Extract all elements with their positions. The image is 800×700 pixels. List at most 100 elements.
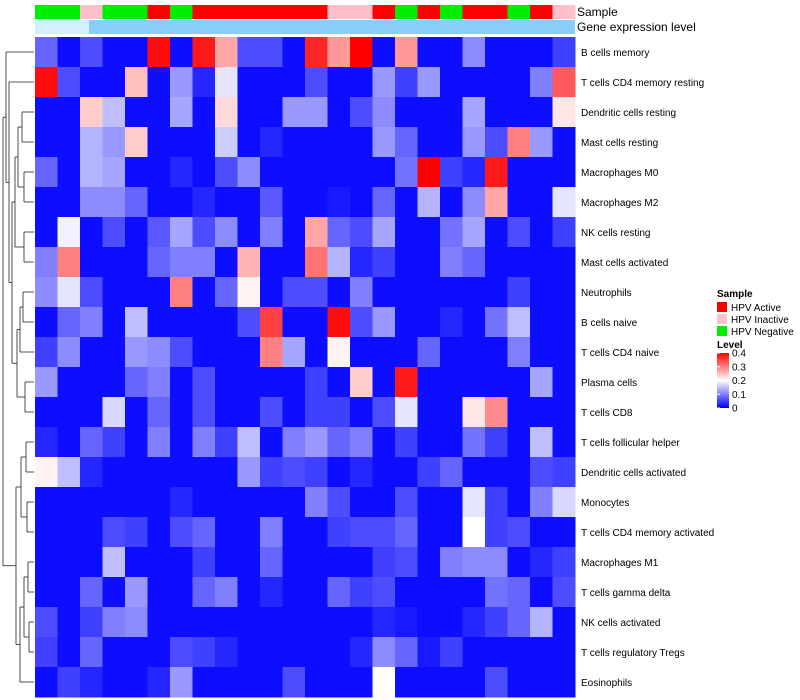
row-label-4: Mast cells resting bbox=[581, 138, 658, 149]
cell-r9-c11 bbox=[260, 277, 283, 308]
cell-r10-c7 bbox=[170, 307, 193, 338]
cell-r14-c18 bbox=[417, 427, 441, 458]
cell-r6-c11 bbox=[260, 187, 283, 218]
cell-r11-c10 bbox=[237, 337, 261, 368]
cell-r11-c15 bbox=[350, 337, 373, 368]
cell-r16-c24 bbox=[552, 487, 576, 518]
annotation-cell-14 bbox=[327, 5, 351, 19]
cell-r1-c19 bbox=[440, 37, 463, 68]
cell-r4-c5 bbox=[125, 127, 148, 158]
cell-r16-c16 bbox=[372, 487, 396, 518]
cell-r1-c18 bbox=[417, 37, 441, 68]
cell-r5-c21 bbox=[485, 157, 508, 188]
cell-r3-c4 bbox=[102, 97, 126, 128]
cell-r1-c24 bbox=[552, 37, 576, 68]
cell-r13-c9 bbox=[215, 397, 238, 428]
cell-r21-c16 bbox=[372, 637, 396, 668]
legend-level-ticks: 0.4 0.3 0.2 0.1 0 bbox=[717, 349, 746, 415]
cell-r11-c13 bbox=[305, 337, 328, 368]
cell-r4-c11 bbox=[260, 127, 283, 158]
cell-r7-c17 bbox=[395, 217, 418, 248]
cell-r14-c15 bbox=[350, 427, 373, 458]
cell-r4-c17 bbox=[395, 127, 418, 158]
cell-r11-c2 bbox=[57, 337, 81, 368]
cell-r10-c13 bbox=[305, 307, 328, 338]
cell-r21-c15 bbox=[350, 637, 373, 668]
cell-r12-c20 bbox=[462, 367, 486, 398]
cell-r8-c5 bbox=[125, 247, 148, 278]
cell-r10-c9 bbox=[215, 307, 238, 338]
cell-r21-c21 bbox=[485, 637, 508, 668]
cell-r3-c11 bbox=[260, 97, 283, 128]
cell-r21-c11 bbox=[260, 637, 283, 668]
cell-r13-c8 bbox=[192, 397, 216, 428]
cell-r13-c12 bbox=[282, 397, 306, 428]
cell-r16-c17 bbox=[395, 487, 418, 518]
cell-r7-c2 bbox=[57, 217, 81, 248]
cell-r22-c1 bbox=[35, 667, 58, 698]
cell-r21-c6 bbox=[147, 637, 171, 668]
cell-r8-c20 bbox=[462, 247, 486, 278]
cell-r3-c18 bbox=[417, 97, 441, 128]
cell-r3-c23 bbox=[530, 97, 553, 128]
cell-r15-c5 bbox=[125, 457, 148, 488]
cell-r15-c3 bbox=[80, 457, 103, 488]
cell-r22-c21 bbox=[485, 667, 508, 698]
cell-r1-c11 bbox=[260, 37, 283, 68]
cell-r12-c2 bbox=[57, 367, 81, 398]
cell-r7-c14 bbox=[327, 217, 351, 248]
cell-r7-c24 bbox=[552, 217, 576, 248]
cell-r19-c22 bbox=[507, 577, 531, 608]
annotation-cell-6 bbox=[147, 5, 171, 19]
cell-r11-c11 bbox=[260, 337, 283, 368]
cell-r14-c5 bbox=[125, 427, 148, 458]
cell-r20-c14 bbox=[327, 607, 351, 638]
cell-r2-c8 bbox=[192, 67, 216, 98]
cell-r12-c23 bbox=[530, 367, 553, 398]
cell-r1-c5 bbox=[125, 37, 148, 68]
cell-r10-c16 bbox=[372, 307, 396, 338]
row-label-20: NK cells activated bbox=[581, 618, 660, 629]
cell-r19-c13 bbox=[305, 577, 328, 608]
cell-r3-c6 bbox=[147, 97, 171, 128]
cell-r11-c22 bbox=[507, 337, 531, 368]
cell-r22-c22 bbox=[507, 667, 531, 698]
cell-r1-c3 bbox=[80, 37, 103, 68]
cell-r20-c23 bbox=[530, 607, 553, 638]
annotation-cell-11 bbox=[260, 5, 283, 19]
cell-r6-c17 bbox=[395, 187, 418, 218]
cell-r6-c2 bbox=[57, 187, 81, 218]
cell-r13-c20 bbox=[462, 397, 486, 428]
cell-r1-c20 bbox=[462, 37, 486, 68]
cell-r19-c18 bbox=[417, 577, 441, 608]
cell-r20-c6 bbox=[147, 607, 171, 638]
cell-r2-c15 bbox=[350, 67, 373, 98]
cell-r7-c12 bbox=[282, 217, 306, 248]
cell-r3-c9 bbox=[215, 97, 238, 128]
cell-r9-c14 bbox=[327, 277, 351, 308]
cell-r22-c24 bbox=[552, 667, 576, 698]
cell-r2-c22 bbox=[507, 67, 531, 98]
cell-r2-c14 bbox=[327, 67, 351, 98]
cell-r5-c14 bbox=[327, 157, 351, 188]
cell-r11-c4 bbox=[102, 337, 126, 368]
cell-r3-c3 bbox=[80, 97, 103, 128]
cell-r8-c22 bbox=[507, 247, 531, 278]
cell-r21-c18 bbox=[417, 637, 441, 668]
cell-r17-c22 bbox=[507, 517, 531, 548]
legend-tick-label-3: 0.2 bbox=[732, 376, 746, 387]
cell-r2-c20 bbox=[462, 67, 486, 98]
cell-r9-c10 bbox=[237, 277, 261, 308]
cell-r17-c23 bbox=[530, 517, 553, 548]
cell-r16-c9 bbox=[215, 487, 238, 518]
annotation-cell-13 bbox=[305, 5, 328, 19]
cell-r8-c21 bbox=[485, 247, 508, 278]
cell-r7-c18 bbox=[417, 217, 441, 248]
annotation-cell-1 bbox=[35, 5, 58, 19]
cell-r1-c1 bbox=[35, 37, 58, 68]
cell-r20-c10 bbox=[237, 607, 261, 638]
cell-r15-c23 bbox=[530, 457, 553, 488]
cell-r15-c12 bbox=[282, 457, 306, 488]
cell-r16-c15 bbox=[350, 487, 373, 518]
legend-tick-label-5: 0 bbox=[732, 404, 738, 415]
